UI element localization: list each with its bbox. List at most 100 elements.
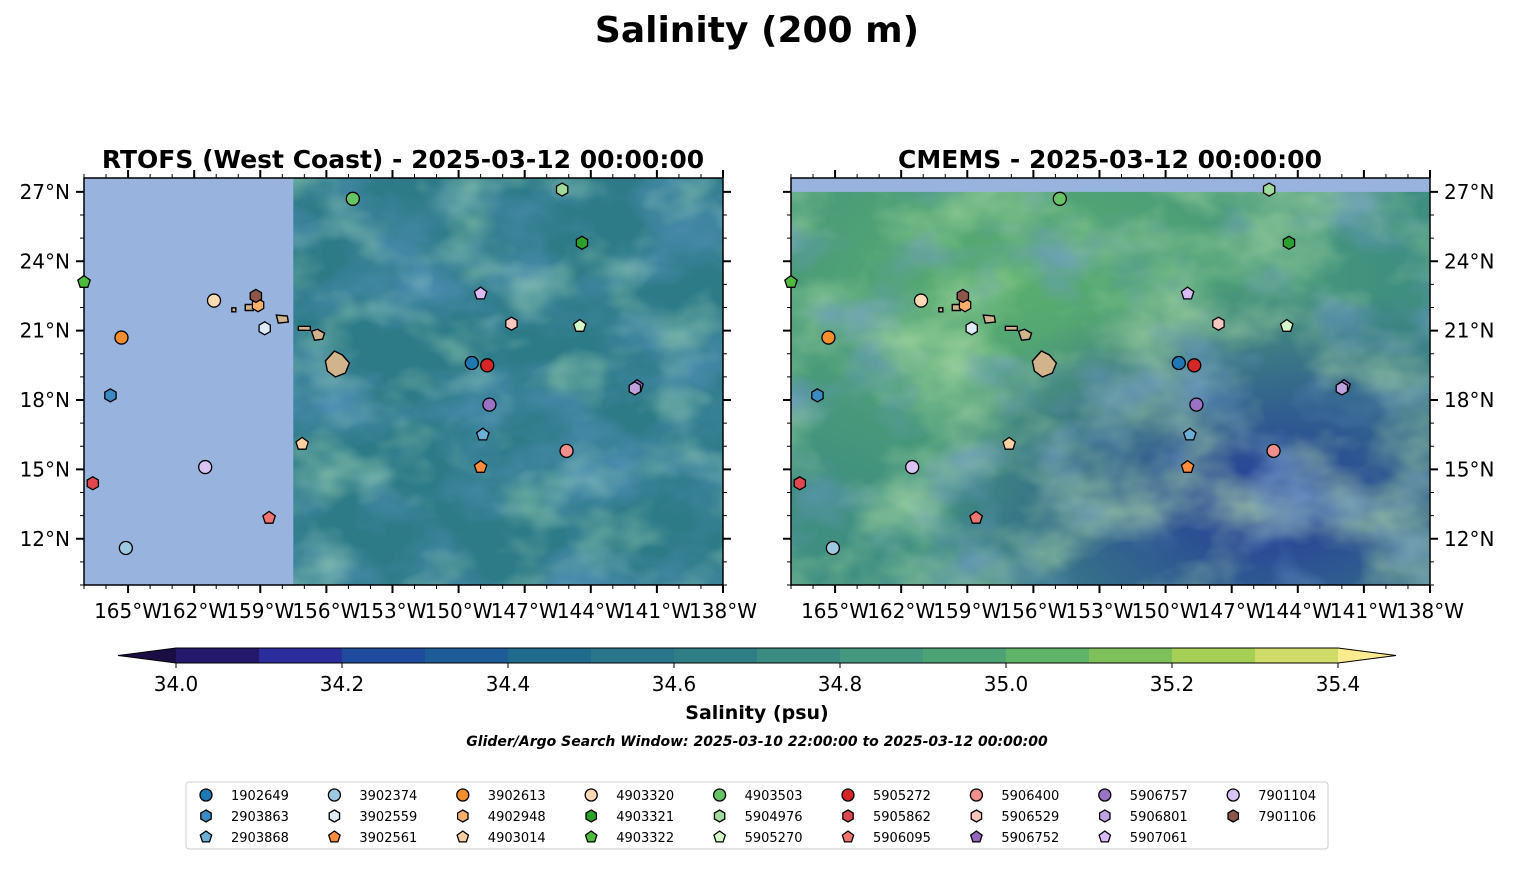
- float-marker-5906801: [628, 381, 642, 396]
- rtofs-salinity-field: [84, 178, 723, 585]
- legend-label-5906752: 5906752: [1001, 831, 1059, 846]
- legend-marker-2903868: [199, 830, 213, 843]
- colorbar-bin: [342, 648, 426, 663]
- float-marker-4903322: [77, 274, 91, 288]
- cmems-island: [951, 303, 961, 312]
- float-marker-5906529: [1212, 316, 1225, 331]
- float-marker-3902613: [821, 330, 836, 345]
- float-marker-4903014: [295, 436, 310, 450]
- colorbar-extend-low: [118, 648, 176, 663]
- float-marker-3902374: [118, 540, 134, 556]
- legend-label-7901104: 7901104: [1258, 789, 1316, 804]
- colorbar-extend-high: [1338, 648, 1396, 663]
- legend-marker-5906801: [1098, 809, 1111, 823]
- y-tick-label: 24°N: [1444, 249, 1494, 273]
- float-marker-4903503: [1052, 191, 1067, 206]
- legend-label-4903014: 4903014: [488, 831, 546, 846]
- panel-title-cmems: CMEMS - 2025-03-12 00:00:00: [898, 145, 1322, 174]
- float-marker-1902649: [1171, 355, 1186, 371]
- float-marker-5907061: [473, 286, 488, 300]
- x-tick-label: 138°W: [689, 599, 757, 623]
- legend-marker-3902561: [327, 830, 341, 843]
- panel-rtofs: RTOFS (West Coast) - 2025-03-12 00:00:00…: [20, 145, 758, 623]
- x-tick-label: 162°W: [867, 599, 935, 623]
- rtofs-ticks: 165°W162°W159°W156°W153°W150°W147°W144°W…: [20, 170, 757, 623]
- colorbar-label: Salinity (psu): [685, 702, 828, 724]
- x-tick-label: 141°W: [623, 599, 691, 623]
- x-tick-label: 144°W: [1264, 599, 1332, 623]
- colorbar-bin: [674, 648, 758, 663]
- legend-marker-4903503: [712, 788, 727, 802]
- legend-label-5905862: 5905862: [873, 810, 931, 825]
- float-marker-3902374: [825, 540, 841, 556]
- float-marker-7901104: [198, 459, 213, 475]
- float-marker-5906757: [482, 397, 497, 412]
- legend-label-4902948: 4902948: [488, 810, 546, 825]
- legend-marker-4903322: [584, 830, 598, 843]
- legend-label-4903322: 4903322: [616, 831, 674, 846]
- legend-marker-5906095: [841, 830, 855, 843]
- rtofs-island: [310, 328, 326, 342]
- panel-title-rtofs: RTOFS (West Coast) - 2025-03-12 00:00:00: [102, 145, 704, 174]
- legend: 1902649 2903863 2903868 3902374 3902559 39025…: [199, 788, 1316, 846]
- y-tick-label: 12°N: [20, 527, 70, 551]
- legend-marker-1902649: [199, 788, 213, 802]
- rtofs-island: [297, 325, 312, 332]
- colorbar: 34.0 34.2 34.4 34.6 34.8 35.0 35.2 35.4: [117, 647, 1397, 696]
- colorbar-tick-label: 34.8: [818, 672, 863, 696]
- x-tick-label: 162°W: [160, 599, 228, 623]
- legend-label-3902561: 3902561: [359, 831, 417, 846]
- x-tick-label: 159°W: [933, 599, 1001, 623]
- y-tick-label: 27°N: [1444, 180, 1494, 204]
- cmems-nodata-strip: [791, 178, 1430, 192]
- float-marker-3902561: [1180, 459, 1195, 473]
- y-tick-label: 21°N: [1444, 319, 1494, 343]
- legend-marker-7901106: [1227, 809, 1240, 823]
- legend-label-2903863: 2903863: [231, 810, 289, 825]
- legend-marker-4902948: [456, 809, 469, 823]
- cmems-island: [1017, 328, 1033, 342]
- float-marker-4903321: [1282, 235, 1296, 251]
- float-marker-5905270: [572, 318, 587, 332]
- rtofs-field-high: [293, 178, 723, 585]
- cmems-salinity-field: [791, 178, 1430, 585]
- colorbar-bin: [923, 648, 1007, 663]
- rtofs-island: [244, 303, 254, 312]
- legend-label-2903868: 2903868: [231, 831, 289, 846]
- y-tick-label: 18°N: [20, 388, 70, 412]
- cmems-island: [982, 314, 997, 324]
- y-tick-label: 12°N: [1444, 527, 1494, 551]
- float-marker-7901106: [956, 288, 970, 304]
- x-tick-label: 141°W: [1330, 599, 1398, 623]
- legend-label-3902613: 3902613: [488, 789, 546, 804]
- x-tick-label: 165°W: [801, 599, 869, 623]
- legend-marker-5905270: [713, 830, 727, 843]
- float-marker-5905272: [480, 358, 495, 373]
- float-marker-7901104: [905, 459, 920, 475]
- legend-label-3902374: 3902374: [359, 789, 417, 804]
- x-tick-label: 147°W: [1198, 599, 1266, 623]
- legend-label-5906757: 5906757: [1130, 789, 1188, 804]
- legend-label-5906400: 5906400: [1001, 789, 1059, 804]
- colorbar-bin: [757, 648, 841, 663]
- float-marker-2903863: [104, 388, 117, 403]
- float-marker-4903320: [206, 293, 222, 308]
- float-marker-5904976: [1262, 182, 1276, 197]
- colorbar-tick-label: 34.6: [652, 672, 697, 696]
- colorbar-bin: [591, 648, 675, 663]
- float-marker-4903503: [345, 191, 360, 206]
- legend-label-5906095: 5906095: [873, 831, 931, 846]
- legend-marker-4903014: [456, 830, 470, 843]
- float-marker-3902559: [965, 321, 978, 336]
- x-tick-label: 159°W: [226, 599, 294, 623]
- legend-label-5906529: 5906529: [1001, 810, 1059, 825]
- float-marker-4903014: [1002, 436, 1017, 450]
- legend-marker-5906752: [969, 830, 983, 843]
- rtofs-island: [275, 314, 290, 324]
- colorbar-tick-label: 35.4: [1316, 672, 1361, 696]
- rtofs-float-markers: [77, 182, 644, 556]
- y-tick-label: 15°N: [20, 457, 70, 481]
- legend-marker-4903320: [584, 788, 598, 802]
- y-tick-label: 27°N: [20, 180, 70, 204]
- legend-marker-3902374: [327, 788, 342, 802]
